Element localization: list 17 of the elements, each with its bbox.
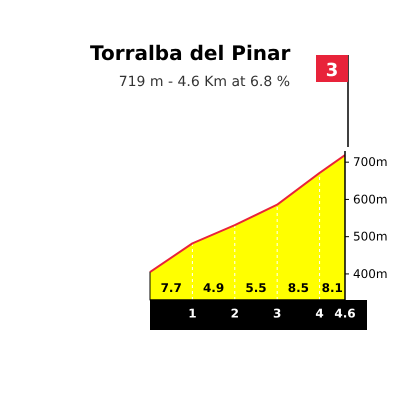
annotation: 8.1 (322, 281, 343, 295)
chart-subtitle: 719 m - 4.6 Km at 6.8 % (118, 74, 290, 90)
y-tick-label: 700m (353, 155, 388, 170)
x-tick-label: 3 (272, 306, 282, 321)
annotation: 7.7 (160, 281, 182, 295)
x-tick-label: 4 (315, 306, 324, 321)
y-tick-label: 500m (353, 230, 388, 244)
y-tick-label: 600m (353, 192, 388, 206)
y-tick-label: 400m (353, 266, 388, 281)
chart-title: Torralba del Pinar (90, 41, 291, 65)
x-tick-label: 1 (188, 306, 197, 321)
text: 3 (326, 60, 338, 81)
x-tick-label: 2 (230, 306, 239, 321)
annotation: 8.5 (288, 281, 309, 295)
annotation: 5.5 (245, 281, 267, 295)
x-tick-label: 4.6 (334, 306, 356, 321)
annotation: 4.9 (202, 281, 224, 295)
